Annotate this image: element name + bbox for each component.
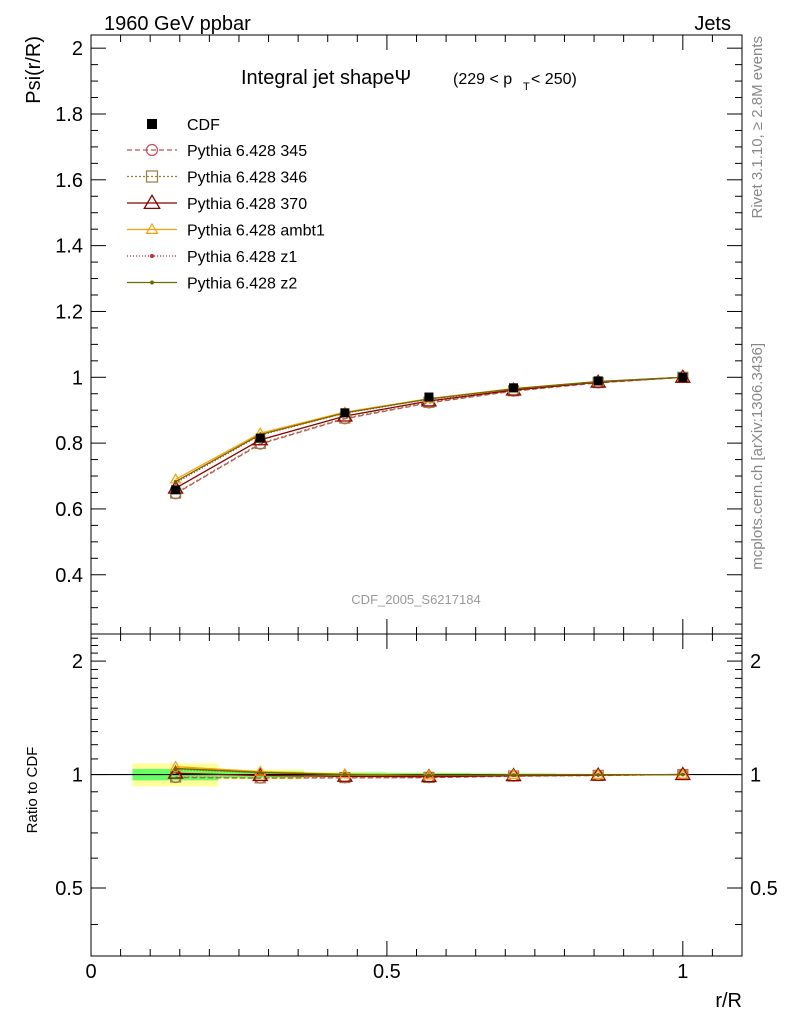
cdf-data-point (340, 408, 350, 418)
legend-label-2: Pythia 6.428 370 (187, 196, 307, 213)
rivet-version-label: Rivet 3.1.10, ≥ 2.8M events (749, 36, 766, 219)
x-tick-label: 0 (85, 961, 96, 983)
ratio-y-tick-label: 0.5 (55, 878, 83, 900)
y-tick-label: 1 (72, 367, 83, 389)
ratio-series-point-5 (596, 773, 600, 777)
chart-title-subscript: T (523, 81, 530, 93)
ratio-series-point-3 (507, 768, 520, 779)
cdf-data-point (593, 376, 603, 386)
y-tick-label: 0.6 (55, 499, 83, 521)
legend-entry-3: Pythia 6.428 ambt1 (127, 223, 325, 240)
ratio-y-tick-label: 1 (72, 765, 83, 787)
legend-marker-3 (145, 222, 159, 234)
ratio-series-point-3 (254, 765, 267, 776)
legend-marker-0 (145, 143, 159, 157)
series-point-5 (173, 479, 178, 484)
legend-entry-cdf: CDF (147, 117, 220, 134)
x-tick-label: 1 (677, 961, 688, 983)
y-tick-label: 2 (72, 38, 83, 60)
y-tick-label: 0.4 (55, 565, 83, 587)
cdf-data-point (509, 383, 519, 393)
ratio-y-tick-label: 2 (72, 651, 83, 673)
ratio-series-point-1 (170, 771, 182, 783)
ratio-series-point-2 (674, 766, 691, 781)
legend-marker-cdf (147, 119, 157, 129)
x-axis-label: r/R (715, 990, 742, 1012)
y-axis-label: Psi(r/R) (23, 36, 45, 104)
chart-title-tail: < 250) (531, 71, 577, 88)
ratio-y-tick-label-right: 2 (750, 651, 761, 673)
cdf-data-point (424, 392, 434, 402)
legend-entry-1: Pythia 6.428 346 (127, 170, 307, 187)
legend-entry-2: Pythia 6.428 370 (127, 194, 307, 213)
ratio-series-point-5 (511, 773, 516, 777)
legend-entry-4: Pythia 6.428 z1 (127, 249, 297, 266)
ratio-y-tick-label-right: 1 (750, 765, 761, 787)
cdf-data-point (678, 372, 688, 382)
series-lines (167, 369, 691, 784)
legend-entry-5: Pythia 6.428 z2 (127, 276, 297, 293)
ratio-series-point-5 (681, 772, 685, 777)
y-tick-label: 1.2 (55, 301, 83, 323)
ratio-series-point-2 (252, 767, 269, 782)
legend-label-0: Pythia 6.428 345 (187, 143, 307, 160)
legend: CDF Pythia 6.428 345 Pythia 6.428 346 Pythi… (127, 117, 325, 293)
analysis-id-label: CDF_2005_S6217184 (351, 592, 480, 607)
legend-label-5: Pythia 6.428 z2 (187, 276, 297, 293)
ratio-series-point-3 (676, 768, 689, 779)
axis-ticks: 0.4 0.6 0.8 1 1.2 1.4 1.6 1.8 2 0 0.5 1 0.5 0.5 1 1 2 2 (55, 35, 778, 983)
legend-marker-1 (145, 170, 159, 183)
header-jets-label: Jets (694, 13, 731, 35)
legend-entry-0: Pythia 6.428 345 (127, 143, 307, 160)
chart-title: Integral jet shapeΨ (229 < p T < 250) (241, 67, 577, 93)
ratio-series-point-5 (173, 766, 178, 771)
legend-marker-5 (150, 280, 154, 285)
cdf-data-point (255, 433, 265, 443)
ratio-series-point-5 (258, 770, 263, 775)
y-tick-label: 1.6 (55, 170, 83, 192)
ratio-series-point-2 (167, 764, 184, 779)
ratio-y-axis-label: Ratio to CDF (24, 747, 41, 834)
mcplots-label: mcplots.cern.ch [arXiv:1306.3436] (749, 343, 766, 570)
legend-marker-4 (150, 254, 154, 258)
chart-title-range: (229 < p (453, 71, 512, 88)
legend-label-1: Pythia 6.428 346 (187, 170, 307, 187)
legend-marker-2 (143, 194, 161, 210)
legend-label-3: Pythia 6.428 ambt1 (187, 223, 325, 240)
ratio-plot-frame (90, 633, 743, 957)
y-tick-label: 1.8 (55, 104, 83, 126)
ratio-series-point-3 (338, 768, 351, 779)
ratio-series-point-5 (343, 772, 347, 777)
y-tick-label: 0.8 (55, 433, 83, 455)
header-energy-label: 1960 GeV ppbar (104, 13, 251, 35)
legend-label-4: Pythia 6.428 z1 (187, 249, 297, 266)
chart-title-main: Integral jet shapeΨ (241, 67, 411, 89)
ratio-series-point-5 (427, 773, 431, 778)
legend-label-cdf: CDF (187, 117, 220, 134)
ratio-series-point-2 (590, 766, 607, 781)
ratio-y-tick-label-right: 0.5 (750, 878, 778, 900)
cdf-data-point (171, 485, 181, 495)
x-tick-label: 0.5 (373, 961, 401, 983)
ratio-series-point-3 (422, 769, 435, 780)
ratio-series-point-3 (592, 768, 605, 779)
y-tick-label: 1.4 (55, 236, 83, 258)
